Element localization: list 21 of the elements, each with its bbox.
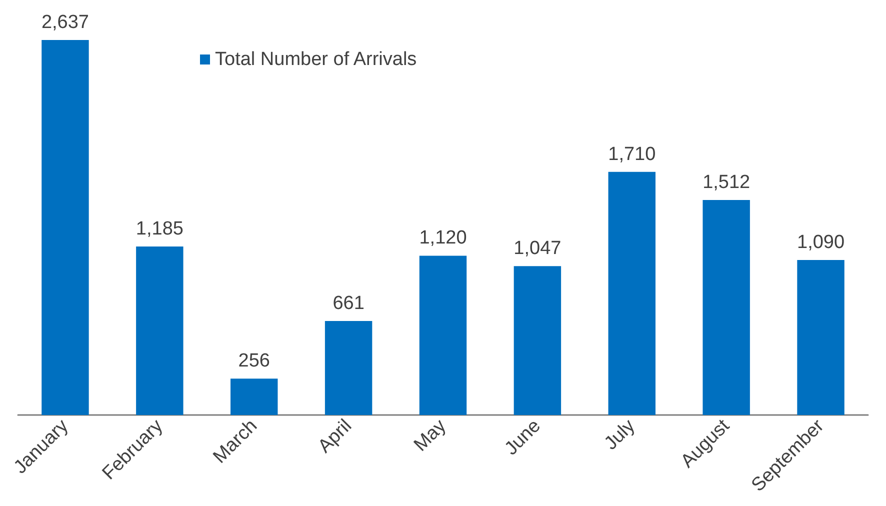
- bar: [514, 266, 562, 415]
- x-tick-label: July: [600, 415, 640, 454]
- data-label: 1,185: [136, 218, 184, 240]
- bar: [608, 172, 656, 415]
- data-label: 1,090: [797, 232, 845, 253]
- x-tick-label: May: [410, 415, 451, 456]
- bar: [797, 260, 844, 415]
- bar: [419, 256, 467, 415]
- data-label: 661: [332, 293, 364, 314]
- legend-label: Total Number of Arrivals: [215, 49, 417, 70]
- bar: [42, 40, 89, 415]
- bar: [230, 378, 278, 415]
- data-label: 1,512: [702, 172, 750, 193]
- data-label: 1,120: [419, 228, 467, 249]
- data-label: 1,710: [608, 144, 656, 165]
- data-label: 256: [238, 350, 270, 372]
- bar: [702, 200, 750, 415]
- data-label: 1,047: [514, 238, 562, 260]
- bar: [324, 321, 372, 415]
- bar: [136, 246, 184, 415]
- data-label: 2,637: [41, 12, 89, 33]
